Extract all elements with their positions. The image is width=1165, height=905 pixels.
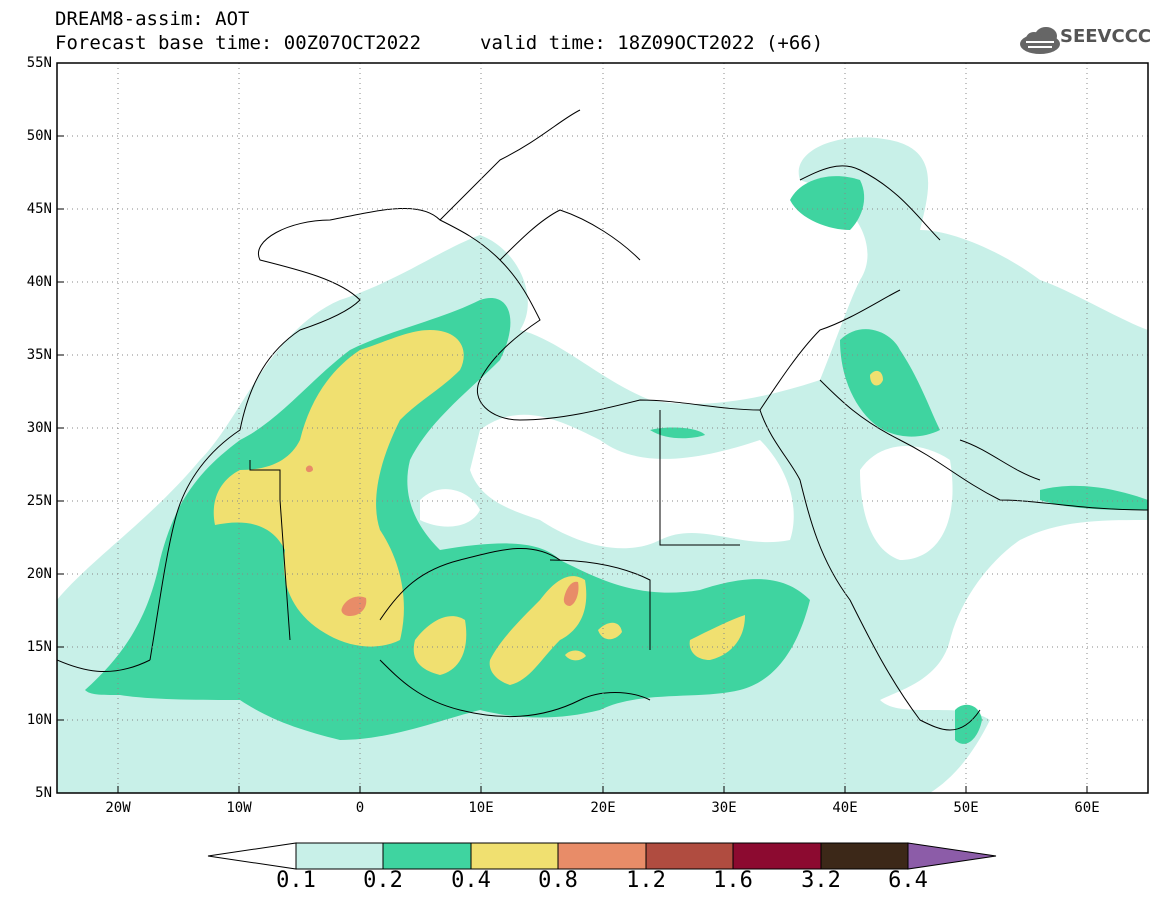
colorbar-swatch-0.1 [295, 842, 384, 870]
colorbar-label-3.2: 3.2 [801, 868, 841, 893]
lat-label-10n: 10N [26, 712, 52, 728]
colorbar-label-0.2: 0.2 [363, 868, 403, 893]
colorbar-swatch-0.2 [382, 842, 472, 870]
colorbar-swatch-0.8 [557, 842, 647, 870]
lon-label-20e: 20E [590, 800, 616, 816]
lat-label-25n: 25N [26, 493, 52, 509]
colorbar-swatch-3.2 [820, 842, 909, 870]
colorbar-swatch-1.6 [732, 842, 822, 870]
lat-label-5n: 5N [35, 785, 52, 801]
aot-band-0.2 [85, 176, 1148, 744]
lat-label-35n: 35N [26, 347, 52, 363]
lat-label-45n: 45N [26, 201, 52, 217]
lat-label-50n: 50N [26, 128, 52, 144]
lon-label-30e: 30E [711, 800, 737, 816]
forecast-base-time: Forecast base time: 00Z07OCT2022 [55, 32, 422, 54]
lat-label-20n: 20N [26, 566, 52, 582]
lat-label-30n: 30N [26, 420, 52, 436]
lon-label-40e: 40E [832, 800, 858, 816]
map-title: DREAM8-assim: AOT [55, 8, 250, 30]
colorbar-label-1.2: 1.2 [626, 868, 666, 893]
lon-label-0: 0 [355, 800, 365, 816]
aot-field [57, 63, 1148, 793]
colorbar-swatch-0.4 [470, 842, 559, 870]
axis-ticks [57, 62, 1088, 793]
lon-label-60e: 60E [1074, 800, 1100, 816]
graticule [57, 63, 1148, 793]
lon-label-10e: 10E [468, 800, 494, 816]
colorbar-label-0.1: 0.1 [276, 868, 316, 893]
colorbar-swatch-1.2 [645, 842, 734, 870]
colorbar-label-0.8: 0.8 [538, 868, 578, 893]
colorbar-under-triangle [207, 842, 297, 870]
colorbar-over-triangle [907, 842, 997, 870]
aot-band-0.4 [213, 330, 883, 685]
aot-clear-patches [57, 63, 1148, 700]
lat-label-40n: 40N [26, 274, 52, 290]
lon-label-10w: 10W [226, 800, 252, 816]
lon-label-20w: 20W [105, 800, 131, 816]
seevccc-logo [1020, 27, 1060, 54]
colorbar-label-0.4: 0.4 [451, 868, 491, 893]
aot-band-0.8 [305, 465, 579, 616]
lon-label-50e: 50E [953, 800, 979, 816]
lat-label-55n: 55N [26, 55, 52, 71]
lat-label-15n: 15N [26, 639, 52, 655]
logo-text: SEEVCCC [1060, 26, 1152, 47]
colorbar-label-6.4: 6.4 [888, 868, 928, 893]
valid-time: valid time: 18Z09OCT2022 (+66) [480, 32, 824, 54]
colorbar-label-1.6: 1.6 [713, 868, 753, 893]
